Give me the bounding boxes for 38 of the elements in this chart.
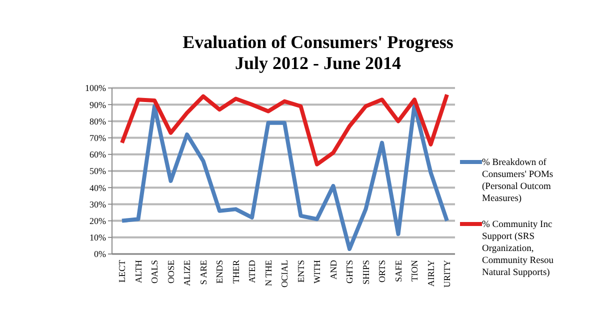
x-tick-label: ENTS (296, 260, 306, 282)
x-tick-label: AND (328, 260, 338, 280)
x-tick-label: AIRLY (426, 260, 436, 287)
chart-subtitle: July 2012 - June 2014 (234, 53, 402, 73)
x-tick-label: ATED (247, 260, 257, 283)
line-series (120, 92, 449, 166)
y-tick-label: 20% (90, 216, 106, 226)
x-tick-label: S ARE (198, 260, 208, 285)
x-tick-label: URITY (442, 260, 452, 288)
x-tick-label: ALIZE (182, 260, 192, 286)
y-tick-label: 30% (90, 199, 106, 210)
y-tick-label: 70% (90, 132, 106, 143)
y-tick-label: 100% (85, 83, 106, 94)
x-tick-label: SHIPS (360, 260, 371, 285)
x-tick-label: OCIAL (280, 260, 290, 288)
y-tick-label: 80% (90, 116, 106, 126)
x-tick-label: ALTH (133, 260, 144, 284)
x-tick-label: ORTS (377, 260, 387, 282)
y-tick-label: 40% (90, 182, 106, 193)
legend-label: % Breakdown of Consumers' POMs (Personal Outcom Measures) (482, 158, 554, 204)
chart-title: Evaluation of Consumers' Progress (182, 32, 454, 52)
x-tick-label: THER (230, 260, 241, 284)
line-series (120, 102, 449, 252)
y-tick-label: 50% (90, 166, 106, 176)
x-tick-label: TION (410, 260, 420, 282)
y-tick-label: 60% (90, 150, 106, 160)
x-tick-label: SAFE (393, 260, 404, 282)
legend-label: % Community Inc Support (SRS Organization, Community Resou Natural Supports) (482, 220, 554, 278)
x-tick-label: OALS (150, 260, 160, 284)
y-tick-label: 90% (90, 100, 106, 110)
y-tick-label: 0% (94, 249, 106, 260)
x-tick-label: N THE (263, 260, 274, 286)
x-tick-label: WITH (312, 260, 322, 284)
y-tick-label: 10% (90, 232, 106, 243)
x-tick-label: OOSE (166, 260, 176, 284)
x-tick-label: ENDS (214, 260, 224, 284)
x-tick-label: GHTS (344, 260, 354, 284)
x-tick-label: LECT (117, 260, 127, 282)
